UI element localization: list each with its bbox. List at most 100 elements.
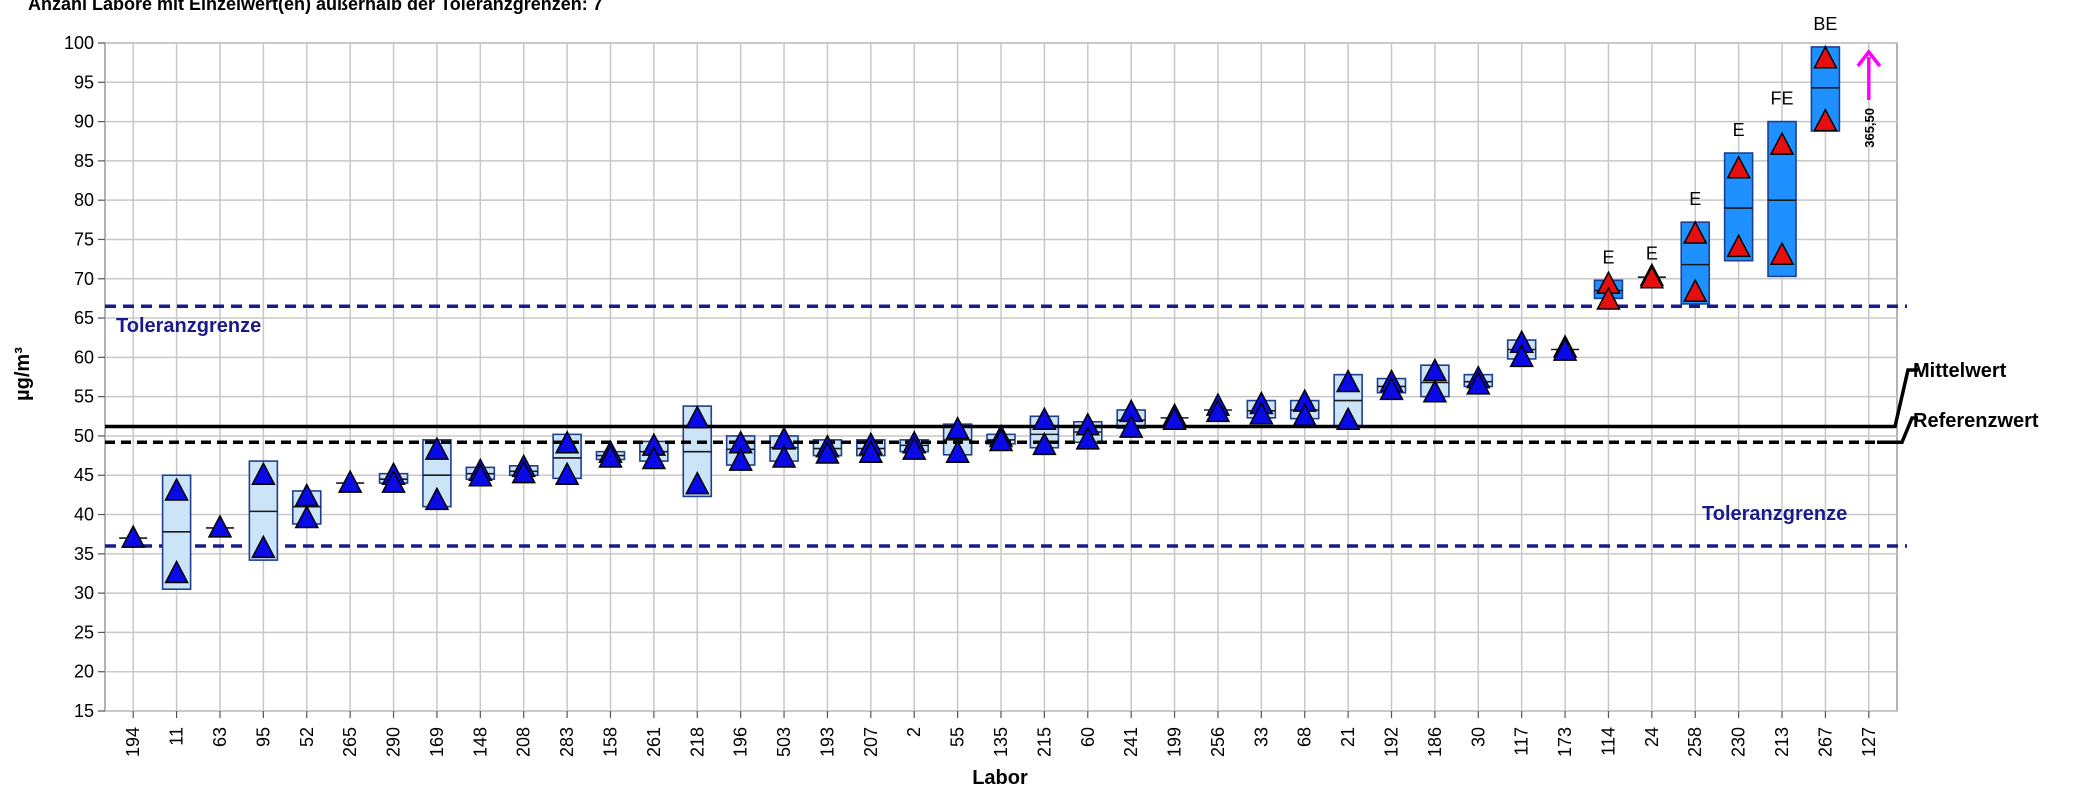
x-tick-label: 11 bbox=[167, 727, 187, 746]
marker-135 bbox=[988, 427, 1014, 452]
label-layer: E E E E FE BE 365,50 bbox=[1602, 14, 1882, 267]
x-tick-label: 24 bbox=[1642, 727, 1662, 747]
x-tick-label: 55 bbox=[948, 727, 968, 747]
marker-207 bbox=[858, 439, 884, 463]
x-tick-label: 290 bbox=[384, 727, 404, 757]
marker-95 bbox=[251, 461, 276, 485]
marker-33 bbox=[1249, 401, 1274, 425]
x-tick-label: 267 bbox=[1815, 727, 1835, 757]
marker-169 bbox=[424, 436, 450, 460]
x-tick-label: 258 bbox=[1685, 727, 1705, 757]
marker-290 bbox=[381, 469, 406, 493]
marker-30 bbox=[1466, 371, 1491, 395]
marker-503 bbox=[771, 444, 797, 468]
x-tick-label: 207 bbox=[861, 727, 881, 757]
marker-241 bbox=[1118, 414, 1144, 438]
y-tick-label: 100 bbox=[64, 33, 94, 53]
marker-2 bbox=[901, 436, 927, 460]
offscale-arrow-head bbox=[1856, 49, 1882, 68]
marker-267 bbox=[1813, 45, 1838, 69]
flag-label-267: BE bbox=[1813, 14, 1837, 34]
x-tick-label: 503 bbox=[774, 727, 794, 757]
flag-label-258: E bbox=[1689, 189, 1701, 209]
flag-label-24: E bbox=[1646, 243, 1658, 263]
marker-169 bbox=[424, 486, 450, 511]
marker-24 bbox=[1639, 265, 1665, 289]
marker-95 bbox=[251, 534, 276, 559]
marker-199 bbox=[1162, 406, 1187, 430]
marker-148 bbox=[468, 463, 493, 487]
marker-layer bbox=[120, 45, 1838, 584]
marker-114 bbox=[1596, 286, 1621, 310]
marker-230 bbox=[1726, 155, 1751, 179]
x-tick-label: 33 bbox=[1251, 727, 1271, 747]
y-tick-label: 15 bbox=[74, 701, 94, 721]
y-tick-label: 55 bbox=[74, 387, 94, 407]
marker-196 bbox=[728, 447, 753, 471]
x-tick-label: 256 bbox=[1208, 727, 1228, 757]
marker-213 bbox=[1769, 241, 1795, 265]
x-tick-label: 21 bbox=[1338, 727, 1358, 747]
referenzwert-label: Referenzwert bbox=[1913, 410, 2039, 432]
lower-tolerance-label: Toleranzgrenze bbox=[1702, 503, 1847, 525]
marker-173 bbox=[1552, 337, 1578, 361]
marker-11 bbox=[164, 477, 189, 501]
x-tick-label: 230 bbox=[1729, 727, 1749, 757]
marker-208 bbox=[511, 460, 536, 484]
marker-194 bbox=[120, 524, 146, 548]
marker-283 bbox=[554, 461, 580, 485]
x-tick-label: 194 bbox=[123, 727, 143, 757]
y-tick-label: 70 bbox=[74, 269, 94, 289]
x-tick-label: 95 bbox=[253, 727, 273, 747]
x-tick-label: 241 bbox=[1121, 727, 1141, 757]
x-tick-label: 208 bbox=[514, 727, 534, 757]
y-tick-label: 20 bbox=[74, 662, 94, 682]
marker-261 bbox=[641, 445, 667, 470]
y-tick-label: 95 bbox=[74, 72, 94, 92]
x-tick-label: 158 bbox=[600, 727, 620, 757]
x-tick-label: 196 bbox=[731, 727, 751, 757]
flag-label-213: FE bbox=[1771, 89, 1794, 109]
x-axis-title: Labor bbox=[972, 767, 1028, 785]
y-tick-label: 35 bbox=[74, 544, 94, 564]
x-tick-label: 186 bbox=[1425, 727, 1445, 757]
y-tick-label: 30 bbox=[74, 583, 94, 603]
marker-55 bbox=[945, 439, 970, 463]
mittelwert-connector bbox=[1877, 368, 1918, 429]
offscale-value-label: 365,50 bbox=[1862, 108, 1877, 148]
marker-21 bbox=[1335, 406, 1361, 430]
x-tick-label: 215 bbox=[1034, 727, 1054, 757]
marker-283 bbox=[554, 430, 580, 454]
marker-265 bbox=[337, 469, 363, 493]
grid-layer: 15 20 25 30 35 40 45 50 55 60 65 70 75 80 85 90 95 100 194… bbox=[64, 33, 1898, 757]
mittelwert-label: Mittelwert bbox=[1913, 360, 2007, 382]
y-tick-label: 75 bbox=[74, 229, 94, 249]
y-tick-label: 25 bbox=[74, 622, 94, 642]
x-tick-label: 192 bbox=[1382, 727, 1402, 757]
x-tick-label: 193 bbox=[817, 727, 837, 757]
marker-256 bbox=[1205, 398, 1231, 423]
marker-21 bbox=[1335, 368, 1361, 393]
marker-192 bbox=[1379, 376, 1404, 401]
y-tick-label: 60 bbox=[74, 347, 94, 367]
x-tick-label: 148 bbox=[470, 727, 490, 757]
flag-label-230: E bbox=[1733, 120, 1745, 140]
marker-218 bbox=[685, 471, 710, 495]
y-tick-label: 65 bbox=[74, 308, 94, 328]
y-tick-label: 40 bbox=[74, 505, 94, 525]
y-tick-label: 45 bbox=[74, 465, 94, 485]
x-tick-label: 213 bbox=[1772, 727, 1792, 757]
marker-158 bbox=[598, 444, 623, 468]
marker-52 bbox=[294, 504, 320, 529]
y-tick-label: 80 bbox=[74, 190, 94, 210]
upper-tolerance-label: Toleranzgrenze bbox=[116, 315, 261, 337]
x-tick-label: 117 bbox=[1512, 727, 1532, 756]
marker-60 bbox=[1075, 426, 1101, 450]
marker-258 bbox=[1682, 278, 1708, 302]
x-tick-label: 199 bbox=[1165, 727, 1185, 757]
x-tick-label: 2 bbox=[904, 727, 924, 737]
marker-117 bbox=[1509, 343, 1534, 368]
y-axis-title: µg/m³ bbox=[12, 347, 34, 401]
y-tick-label: 90 bbox=[74, 112, 94, 132]
